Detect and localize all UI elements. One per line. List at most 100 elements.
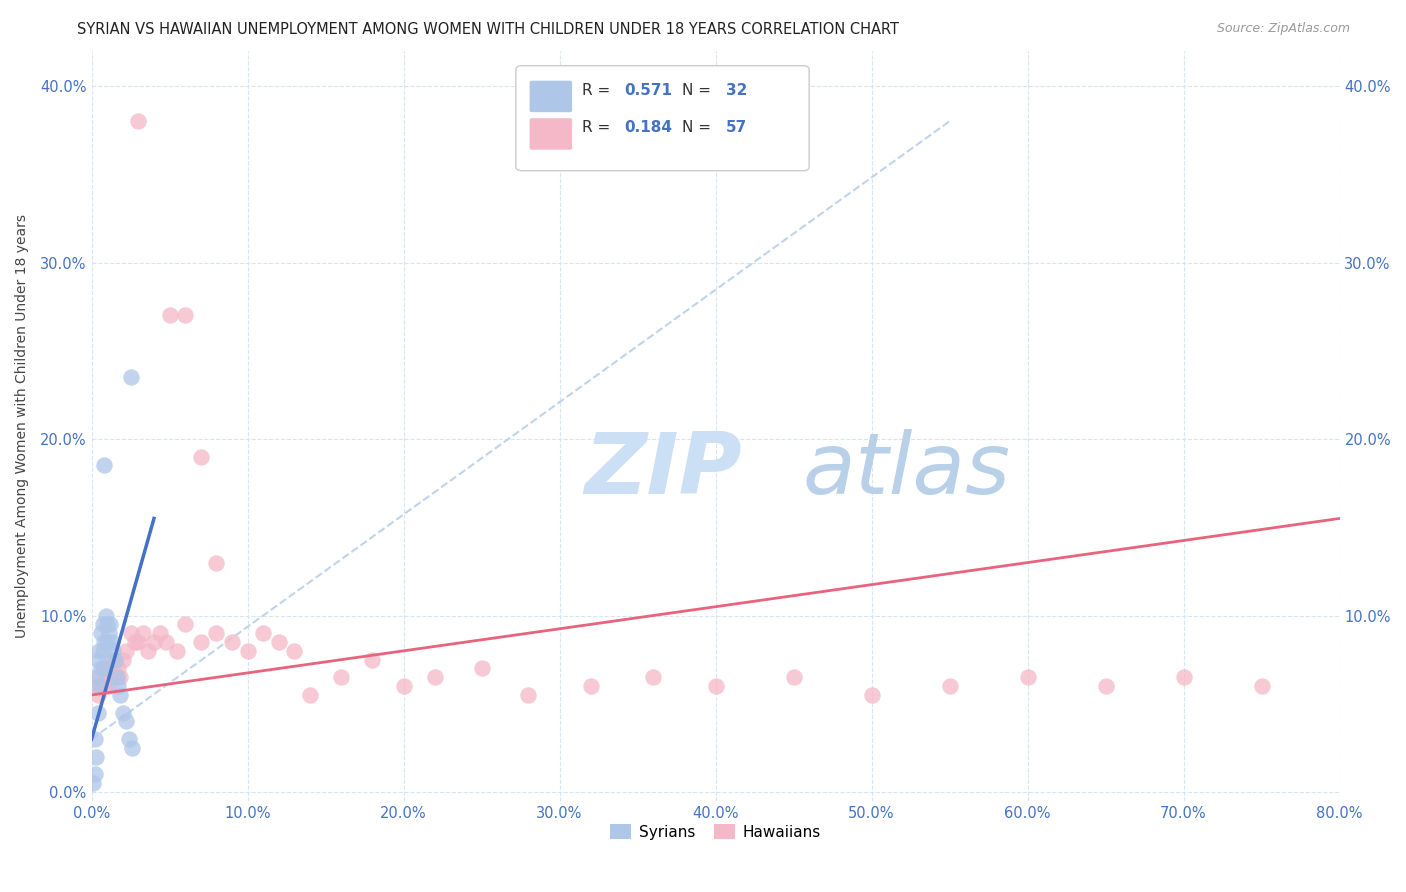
Point <box>89 644 111 658</box>
Point <box>89 670 111 684</box>
Point <box>392 679 415 693</box>
Text: 0.571: 0.571 <box>624 83 672 98</box>
Point <box>143 635 166 649</box>
Point <box>101 635 124 649</box>
Point <box>93 458 115 473</box>
Point <box>782 670 804 684</box>
Point <box>111 653 134 667</box>
Legend: Syrians, Hawaiians: Syrians, Hawaiians <box>605 818 827 846</box>
Point <box>471 661 494 675</box>
Point <box>124 635 146 649</box>
Point <box>98 670 121 684</box>
Point <box>127 635 149 649</box>
FancyBboxPatch shape <box>530 80 572 112</box>
Point <box>127 114 149 128</box>
Point <box>93 635 115 649</box>
Point <box>136 644 159 658</box>
Point <box>517 688 540 702</box>
Point <box>89 679 111 693</box>
Point <box>83 767 105 781</box>
Point <box>938 679 960 693</box>
Text: SYRIAN VS HAWAIIAN UNEMPLOYMENT AMONG WOMEN WITH CHILDREN UNDER 18 YEARS CORRELA: SYRIAN VS HAWAIIAN UNEMPLOYMENT AMONG WO… <box>77 22 900 37</box>
Point <box>643 670 665 684</box>
Text: R =: R = <box>582 83 616 98</box>
Point <box>423 670 446 684</box>
Point <box>105 670 128 684</box>
Point <box>101 653 124 667</box>
Point <box>94 608 117 623</box>
Point <box>174 309 197 323</box>
Point <box>107 661 129 675</box>
Point <box>330 670 353 684</box>
Point <box>90 661 112 675</box>
Point <box>174 617 197 632</box>
Text: 57: 57 <box>725 120 747 136</box>
Point <box>83 732 105 747</box>
Point <box>190 635 212 649</box>
Point <box>90 679 112 693</box>
FancyBboxPatch shape <box>530 119 572 150</box>
Point <box>1250 679 1272 693</box>
Point <box>155 635 177 649</box>
Point <box>120 626 142 640</box>
Point <box>91 617 114 632</box>
Text: R =: R = <box>582 120 616 136</box>
Point <box>103 644 125 658</box>
Point <box>91 661 114 675</box>
Point <box>298 688 321 702</box>
Text: 0.184: 0.184 <box>624 120 672 136</box>
Point <box>132 626 155 640</box>
Point <box>704 679 727 693</box>
Point <box>108 688 131 702</box>
Point <box>98 617 121 632</box>
Point <box>84 749 107 764</box>
Point <box>96 617 118 632</box>
Text: ZIP: ZIP <box>585 429 742 512</box>
Point <box>103 661 125 675</box>
Y-axis label: Unemployment Among Women with Children Under 18 years: Unemployment Among Women with Children U… <box>15 214 30 638</box>
Point <box>104 653 127 667</box>
Point <box>120 370 142 384</box>
Point <box>104 653 127 667</box>
Point <box>82 776 104 790</box>
Point <box>115 644 138 658</box>
Point <box>87 706 110 720</box>
Point <box>108 670 131 684</box>
Text: Source: ZipAtlas.com: Source: ZipAtlas.com <box>1216 22 1350 36</box>
Point <box>96 635 118 649</box>
Point <box>1094 679 1116 693</box>
Point <box>115 714 138 729</box>
Point <box>97 679 120 693</box>
Point <box>361 653 384 667</box>
Point <box>94 670 117 684</box>
Point <box>111 706 134 720</box>
Point <box>1017 670 1039 684</box>
Point <box>96 661 118 675</box>
Point <box>205 556 228 570</box>
Point <box>283 644 305 658</box>
Point <box>93 661 115 675</box>
Point <box>166 644 188 658</box>
Point <box>121 740 143 755</box>
Point <box>149 626 172 640</box>
Point <box>84 670 107 684</box>
Point <box>84 679 107 693</box>
Point <box>252 626 274 640</box>
Point <box>87 688 110 702</box>
Point <box>97 626 120 640</box>
Point <box>87 653 110 667</box>
Text: 32: 32 <box>725 83 747 98</box>
Point <box>93 679 115 693</box>
Point <box>221 635 243 649</box>
Point <box>1173 670 1195 684</box>
Point <box>118 732 141 747</box>
Point <box>579 679 602 693</box>
Point <box>267 635 290 649</box>
FancyBboxPatch shape <box>516 66 808 170</box>
Point <box>190 450 212 464</box>
Point <box>860 688 883 702</box>
Point <box>205 626 228 640</box>
Text: atlas: atlas <box>803 429 1011 512</box>
Point <box>236 644 259 658</box>
Point <box>107 679 129 693</box>
